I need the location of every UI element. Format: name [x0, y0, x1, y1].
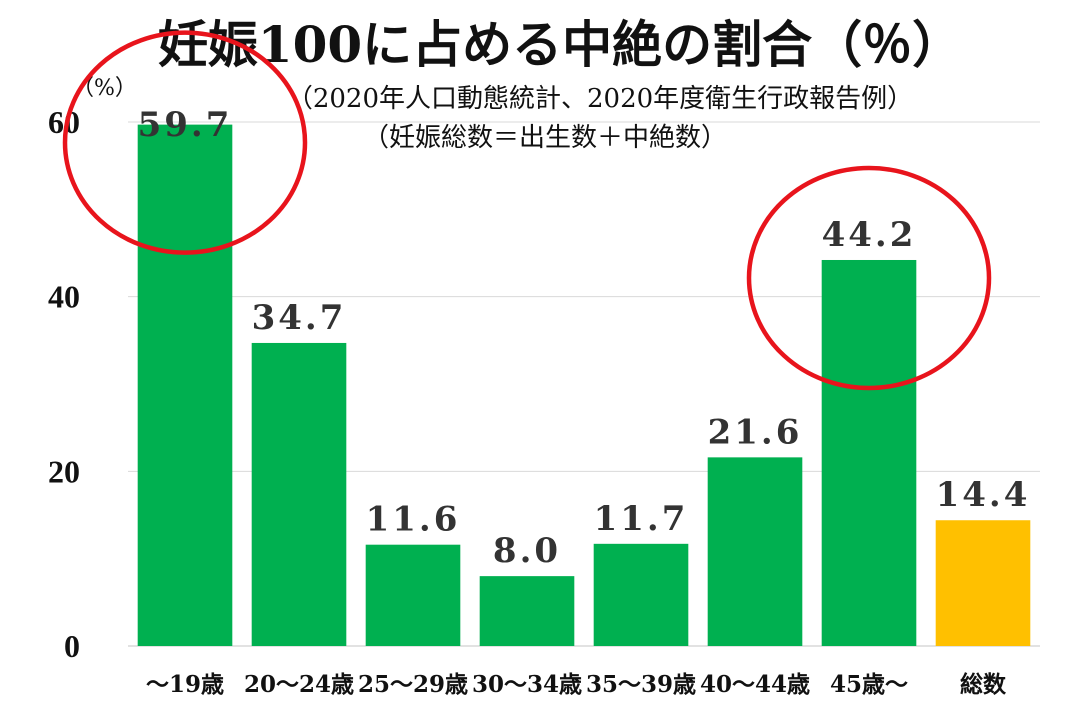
data-label: 11.7 — [594, 499, 689, 539]
x-tick-label: 35～39歳 — [586, 671, 696, 698]
data-label: 14.4 — [936, 475, 1031, 515]
data-label: 8.0 — [493, 531, 561, 571]
highlight-circle — [746, 165, 992, 391]
highlight-circle — [62, 30, 308, 255]
data-label: 11.6 — [366, 500, 461, 540]
bar — [707, 457, 803, 646]
y-tick-label: 40 — [48, 279, 80, 315]
bar — [137, 124, 233, 647]
bar — [251, 342, 347, 646]
x-tick-label: 45歳～ — [830, 671, 908, 698]
data-label: 59.7 — [138, 105, 233, 145]
x-tick-label: 30～34歳 — [472, 671, 582, 698]
chart-subtitle-note: （妊娠総数＝出生数＋中絶数） — [363, 123, 727, 153]
highlight-layer — [62, 30, 992, 391]
data-label-layer: 59.7 34.7 11.6 8.0 11.7 21.6 44.2 14.4 — [138, 105, 1031, 571]
y-tick-label: 0 — [64, 628, 80, 664]
chart-subtitle-source: （2020年人口動態統計、2020年度衛生行政報告例） — [287, 84, 913, 114]
data-label: 21.6 — [708, 412, 803, 452]
y-tick-label: 20 — [48, 453, 80, 489]
data-label: 34.7 — [252, 298, 347, 338]
bar-layer — [137, 124, 1031, 647]
data-label: 44.2 — [822, 215, 917, 255]
bar — [479, 576, 575, 646]
bar — [935, 520, 1031, 646]
x-tick-label: 25～29歳 — [358, 671, 468, 698]
x-tick-label: 40～44歳 — [700, 671, 810, 698]
x-tick-label: 20～24歳 — [244, 671, 354, 698]
bar — [593, 543, 689, 646]
chart-title: 妊娠100に占める中絶の割合（％） — [158, 15, 962, 74]
x-tick-label: ～19歳 — [146, 671, 224, 698]
bar — [365, 544, 461, 646]
x-tick-label: 総数 — [960, 671, 1007, 698]
x-axis-labels: ～19歳 20～24歳 25～29歳 30～34歳 35～39歳 40～44歳 45歳～ 総数 — [146, 671, 1007, 698]
bar — [821, 259, 917, 646]
